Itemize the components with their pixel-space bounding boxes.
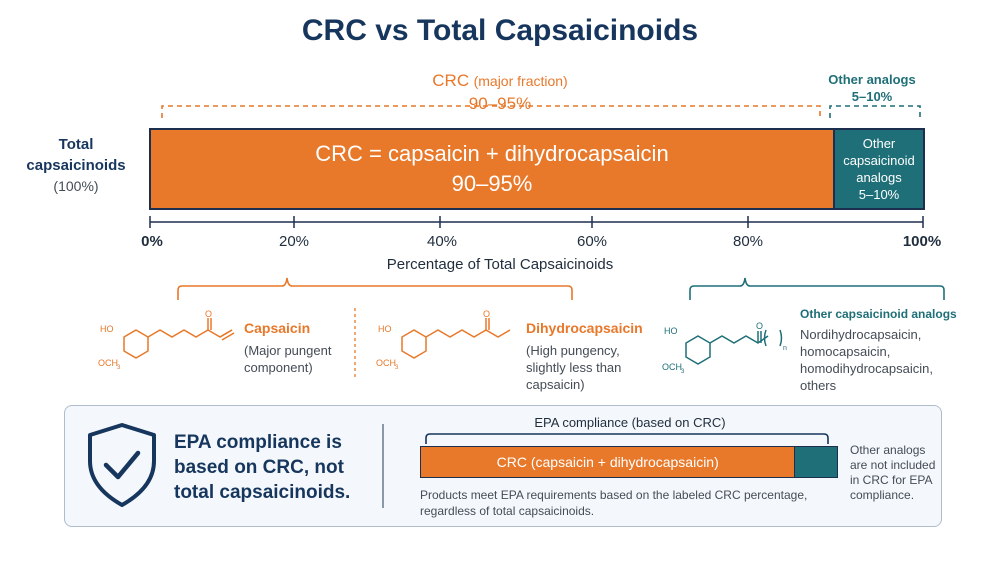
other-bracket-title: Other analogs xyxy=(828,72,916,87)
other-analogs-desc1: Nordihydrocapsaicin, xyxy=(800,327,922,342)
dihydrocapsaicin-desc2: slightly less than xyxy=(526,360,622,375)
x-axis xyxy=(149,216,924,228)
epa-mini-bar: CRC (capsaicin + dihydrocapsaicin) xyxy=(420,446,838,478)
epa-note: Products meet EPA requirements based on … xyxy=(420,487,807,519)
epa-side-note: Other analogs are not included in CRC fo… xyxy=(850,443,935,503)
tick-label-60: 60% xyxy=(576,233,608,250)
y-label-line2: capsaicinoids xyxy=(26,157,126,174)
other-segment-line2: capsaicinoid xyxy=(843,153,915,168)
crc-bracket-title: CRC xyxy=(432,71,470,90)
epa-side-note-line1: Other analogs xyxy=(850,443,926,457)
other-analogs-desc2: homocapsaicin, xyxy=(800,344,891,359)
tick-label-20: 20% xyxy=(278,233,310,250)
other-analogs-desc4: others xyxy=(800,378,837,393)
compliance-headline-line3: total capsaicinoids. xyxy=(174,482,351,503)
epa-note-line1: Products meet EPA requirements based on … xyxy=(420,488,808,502)
crc-bracket-qualifier: (major fraction) xyxy=(473,73,568,89)
other-analogs-name: Other capsaicinoid analogs xyxy=(800,307,957,321)
crc-dashed-bracket xyxy=(161,105,821,118)
crc-bracket-label: CRC (major fraction) 90–95% xyxy=(310,70,690,116)
y-label-line1: Total xyxy=(58,136,94,153)
dihydrocapsaicin-desc3: capsaicin) xyxy=(526,377,585,392)
och3-label: OCH xyxy=(98,358,118,368)
och3-subscript: 3 xyxy=(117,365,121,371)
shield-check-icon xyxy=(88,423,156,507)
crc-brace xyxy=(177,277,573,300)
other-segment: Other capsaicinoid analogs 5–10% xyxy=(834,130,923,208)
ho-label: HO xyxy=(100,324,114,334)
repeat-n-label: n xyxy=(783,345,787,352)
carbonyl-o-label: O xyxy=(756,321,763,331)
epa-note-line2: regardless of total capsaicinoids. xyxy=(420,504,595,518)
capsaicin-name: Capsaicin xyxy=(244,320,311,336)
dihydrocapsaicin-desc1: (High pungency, xyxy=(526,343,620,358)
capsaicin-desc2: component) xyxy=(244,360,313,375)
compliance-headline: EPA compliance is based on CRC, not tota… xyxy=(174,430,350,505)
epa-bracket-label: EPA compliance (based on CRC) xyxy=(534,415,726,430)
y-label-line3: (100%) xyxy=(53,178,99,194)
total-capsaicinoids-bar: CRC = capsaicin + dihydrocapsaicin 90–95… xyxy=(149,128,925,210)
ho-label: HO xyxy=(378,324,392,334)
och3-label: OCH xyxy=(662,362,682,372)
och3-subscript: 3 xyxy=(395,365,399,371)
capsaicin-desc1: (Major pungent xyxy=(244,343,332,358)
capsaicin-info: Capsaicin (Major pungent component) xyxy=(244,320,331,376)
crc-segment-range: 90–95% xyxy=(451,171,533,196)
tick-label-40: 40% xyxy=(426,233,458,250)
other-brace xyxy=(689,277,945,300)
crc-segment: CRC = capsaicin + dihydrocapsaicin 90–95… xyxy=(151,130,835,208)
dihydrocapsaicin-info: Dihydrocapsaicin (High pungency, slightl… xyxy=(526,320,643,393)
epa-side-note-line2: are not included xyxy=(850,458,936,472)
dihydrocapsaicin-name: Dihydrocapsaicin xyxy=(526,320,643,336)
epa-side-note-line4: compliance. xyxy=(850,488,915,502)
och3-label: OCH xyxy=(376,358,396,368)
epa-side-note-line3: in CRC for EPA xyxy=(850,473,933,487)
other-analogs-info: Other capsaicinoid analogs Nordihydrocap… xyxy=(800,307,957,394)
analog-structure-icon: HO OCH 3 O n xyxy=(662,321,787,375)
epa-other-segment xyxy=(795,447,837,477)
compliance-headline-line1: EPA compliance is xyxy=(174,432,342,453)
crc-bracket-range: 90–95% xyxy=(468,94,532,113)
ho-label: HO xyxy=(664,326,678,336)
tick-label-80: 80% xyxy=(732,233,764,250)
page-title: CRC vs Total Capsaicinoids xyxy=(301,14,699,47)
och3-subscript: 3 xyxy=(681,369,685,375)
x-axis-title: Percentage of Total Capsaicinoids xyxy=(386,256,614,273)
crc-segment-label: CRC = capsaicin + dihydrocapsaicin xyxy=(315,141,669,166)
other-analogs-desc3: homodihydrocapsaicin, xyxy=(800,361,933,376)
other-bracket-label: Other analogs 5–10% xyxy=(812,71,932,105)
compound-divider xyxy=(354,308,356,380)
other-segment-range: 5–10% xyxy=(858,187,900,202)
other-segment-line1: Other xyxy=(862,136,896,151)
other-segment-line3: analogs xyxy=(856,170,902,185)
capsaicin-structure-icon: HO OCH 3 O xyxy=(98,309,235,371)
other-dashed-bracket xyxy=(829,105,921,118)
tick-label-0: 0% xyxy=(141,233,163,250)
epa-crc-segment: CRC (capsaicin + dihydrocapsaicin) xyxy=(421,447,796,477)
y-axis-label: Total capsaicinoids (100%) xyxy=(20,134,132,197)
panel-divider xyxy=(382,424,384,508)
epa-bracket xyxy=(425,433,829,444)
top-brackets xyxy=(161,105,921,118)
tick-label-100: 100% xyxy=(902,233,942,250)
lower-braces xyxy=(177,277,945,300)
carbonyl-o-label: O xyxy=(205,309,212,319)
compliance-headline-line2: based on CRC, not xyxy=(174,457,344,478)
carbonyl-o-label: O xyxy=(483,309,490,319)
other-bracket-range: 5–10% xyxy=(851,89,893,104)
dihydrocapsaicin-structure-icon: HO OCH 3 O xyxy=(376,309,511,371)
